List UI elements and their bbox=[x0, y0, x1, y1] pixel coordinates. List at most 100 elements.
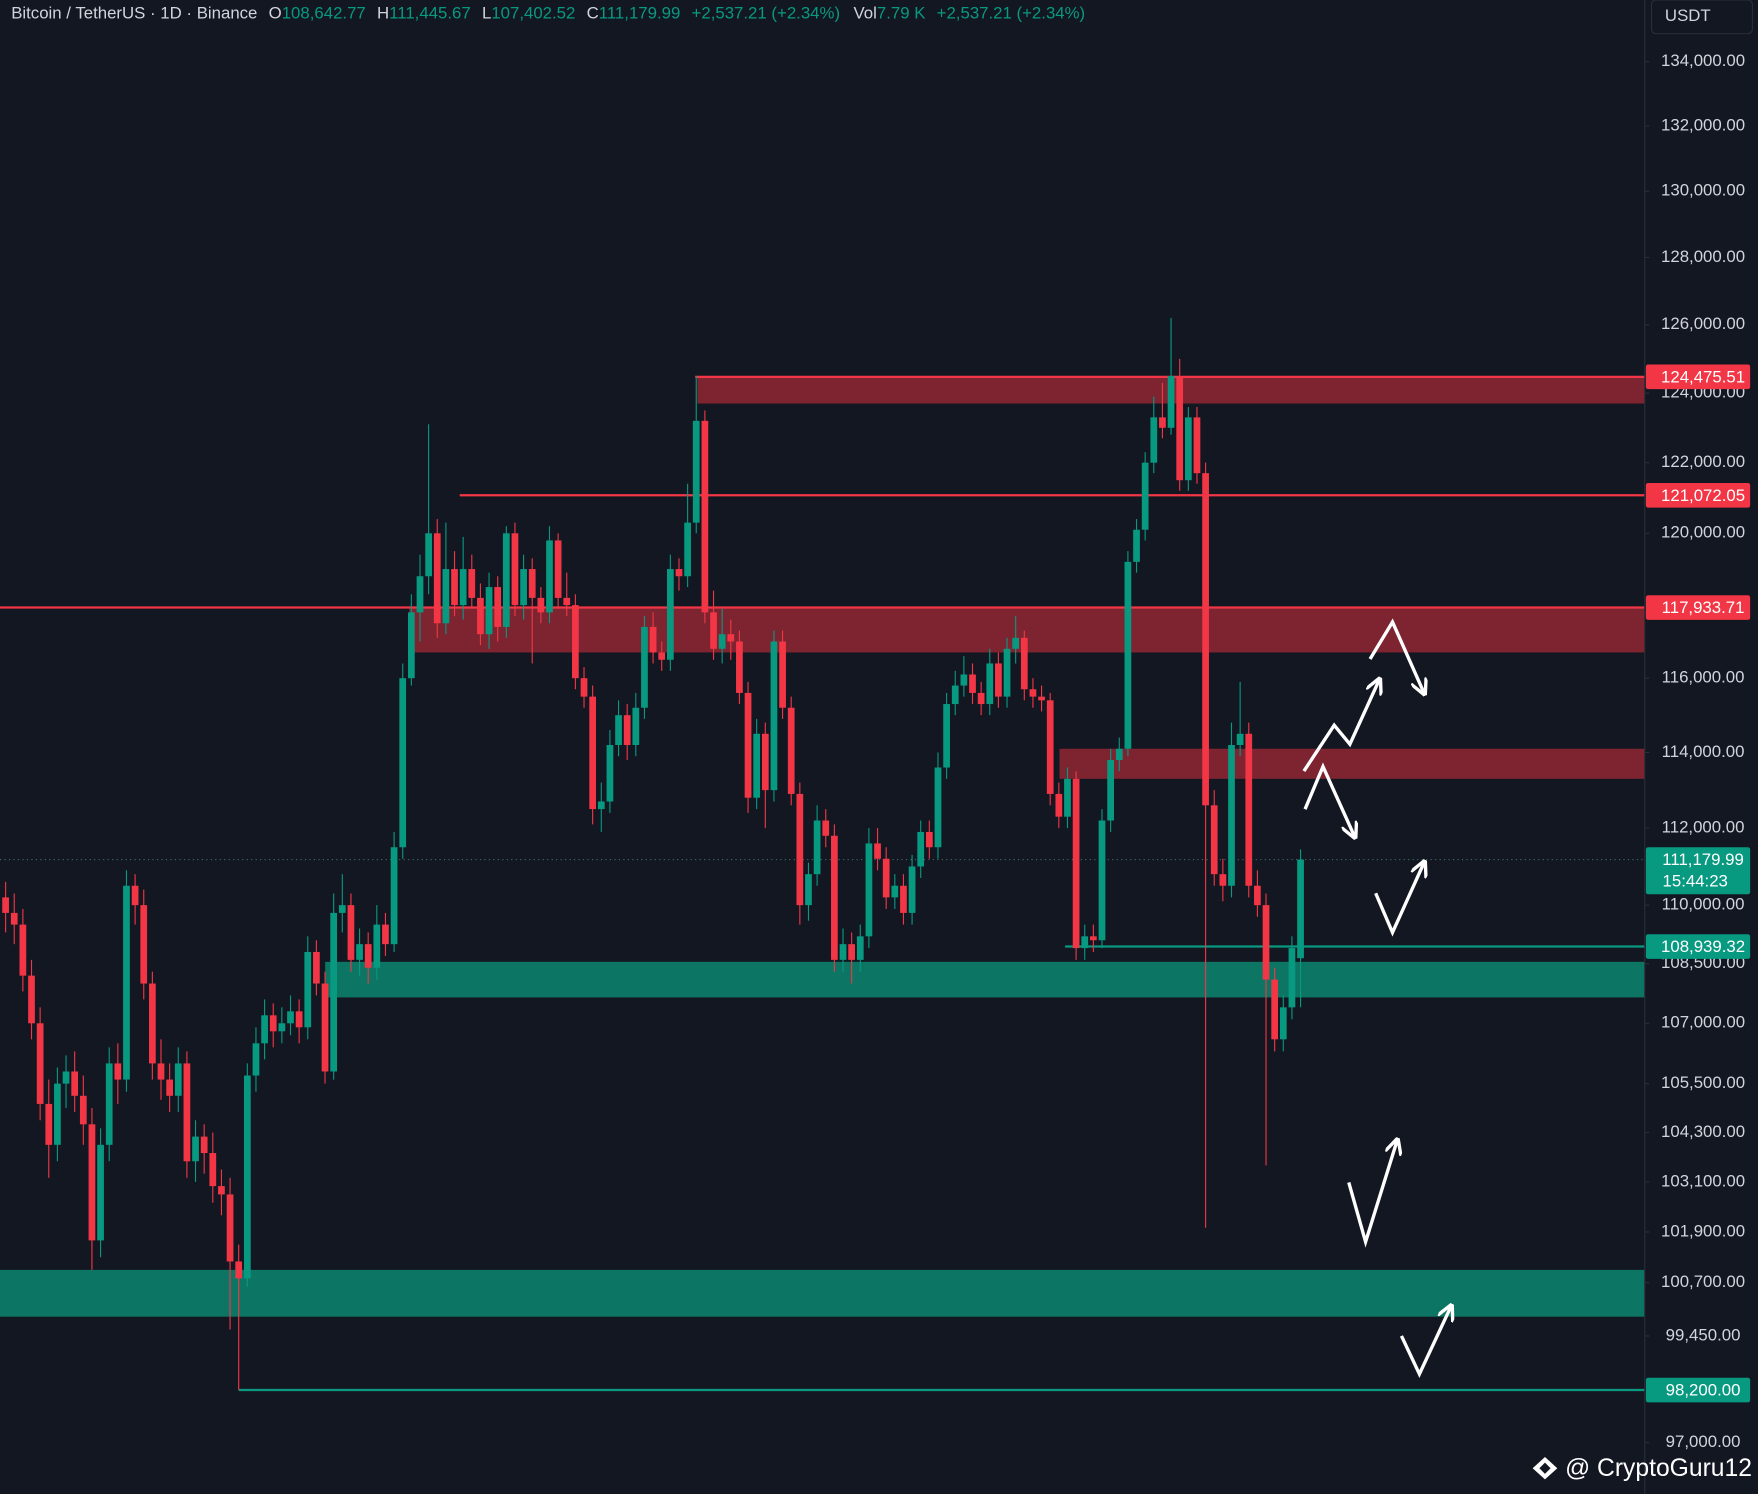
candle-body bbox=[787, 707, 795, 794]
candle-body bbox=[1202, 473, 1209, 806]
zone bbox=[0, 1269, 1645, 1317]
y-tick-label: 126,000.00 bbox=[1661, 314, 1745, 333]
candle-body bbox=[235, 1261, 243, 1279]
candle-body bbox=[399, 678, 407, 848]
candle-body bbox=[995, 663, 1002, 697]
ohlc-key: C bbox=[587, 4, 599, 23]
candle-body bbox=[149, 983, 156, 1064]
candle-body bbox=[1055, 793, 1063, 817]
volume-key: Vol bbox=[854, 4, 877, 23]
zone bbox=[1059, 748, 1645, 779]
candle-body bbox=[658, 652, 666, 660]
candle-body bbox=[1150, 417, 1158, 463]
candles bbox=[2, 318, 1304, 1391]
candle-body bbox=[649, 626, 657, 653]
candle-body bbox=[1159, 417, 1166, 428]
candle-body bbox=[330, 912, 338, 1072]
volume-change: +2,537.21 (+2.34%) bbox=[937, 4, 1086, 23]
candle-body bbox=[641, 626, 648, 708]
ohlc-value: 111,179.99 bbox=[599, 4, 681, 23]
candle-body bbox=[382, 924, 389, 945]
candle-body bbox=[692, 420, 700, 523]
candle-body bbox=[19, 924, 27, 976]
ohlc-value: 108,642.77 bbox=[282, 4, 366, 23]
candle-body bbox=[528, 569, 536, 598]
candle-body bbox=[459, 569, 467, 606]
candle-body bbox=[1167, 375, 1175, 428]
candle-body bbox=[45, 1103, 53, 1145]
currency-box[interactable] bbox=[1650, 0, 1753, 35]
y-tick-label: 100,700.00 bbox=[1661, 1272, 1745, 1291]
level-label: 124,475.51 bbox=[1661, 367, 1745, 386]
candle-body bbox=[779, 641, 786, 708]
candle-body bbox=[416, 576, 424, 613]
change: +2,537.21 (+2.34%) bbox=[692, 4, 841, 23]
candle-body bbox=[114, 1063, 122, 1080]
ohlc-key: O bbox=[269, 4, 282, 23]
level-tag bbox=[1645, 1377, 1751, 1403]
ohlc-value: 107,402.52 bbox=[491, 4, 575, 23]
candle-body bbox=[770, 641, 778, 791]
candle-body bbox=[960, 674, 968, 686]
candle-body bbox=[606, 745, 614, 802]
last-price-label: 111,179.99 bbox=[1662, 850, 1744, 869]
candle-body bbox=[848, 944, 856, 960]
candle-body bbox=[934, 767, 942, 848]
level-tag bbox=[1645, 595, 1751, 620]
candle-body bbox=[10, 912, 18, 925]
candle-body bbox=[278, 1023, 286, 1032]
candle-body bbox=[623, 715, 631, 746]
countdown: 15:44:23 bbox=[1663, 871, 1728, 890]
candle-body bbox=[666, 569, 674, 660]
level-tag bbox=[1645, 364, 1751, 390]
candle-body bbox=[900, 885, 907, 913]
header: Bitcoin / TetherUS · 1D · Binance O108,64… bbox=[11, 4, 1085, 23]
candle-body bbox=[1271, 979, 1279, 1040]
candle-body bbox=[891, 885, 899, 898]
y-tick-label: 128,000.00 bbox=[1661, 247, 1745, 266]
price-tags: 124,475.51 121,072.05 117,933.71 108,939.32… bbox=[1645, 364, 1751, 1403]
candle-body bbox=[1081, 936, 1089, 949]
candle-body bbox=[79, 1095, 87, 1125]
candle-body bbox=[200, 1136, 208, 1154]
candle-body bbox=[1279, 1007, 1287, 1040]
candle-body bbox=[1176, 375, 1184, 481]
candle-body bbox=[822, 820, 830, 836]
candle-body bbox=[1193, 417, 1201, 474]
candle-body bbox=[710, 612, 717, 649]
candle-body bbox=[54, 1083, 61, 1145]
candle-body bbox=[597, 801, 605, 810]
candle-body bbox=[511, 533, 519, 606]
candle-body bbox=[831, 835, 838, 960]
candle-body bbox=[1141, 462, 1149, 530]
candle-body bbox=[805, 874, 812, 906]
candle-body bbox=[2, 897, 9, 913]
y-tick-label: 103,100.00 bbox=[1661, 1171, 1745, 1190]
y-tick-label: 120,000.00 bbox=[1661, 523, 1745, 542]
candle-body bbox=[313, 952, 320, 984]
candle-body bbox=[882, 858, 890, 898]
candle-body bbox=[796, 793, 804, 906]
candle-body bbox=[977, 692, 985, 705]
arrow bbox=[1399, 1307, 1450, 1379]
candle-body bbox=[1228, 745, 1235, 886]
candle-body bbox=[88, 1124, 96, 1241]
arrow bbox=[1303, 762, 1354, 836]
candle-body bbox=[157, 1063, 165, 1080]
candle-body bbox=[563, 597, 571, 606]
level-label: 117,933.71 bbox=[1662, 598, 1745, 617]
candle-body bbox=[554, 540, 562, 598]
candle-body bbox=[874, 843, 881, 859]
candle-body bbox=[1184, 417, 1192, 481]
level-tag bbox=[1645, 934, 1751, 959]
candle-body bbox=[580, 678, 588, 697]
candle-body bbox=[632, 707, 640, 746]
candle-body bbox=[1133, 529, 1140, 562]
candle-body bbox=[433, 533, 441, 624]
candle-body bbox=[908, 866, 916, 913]
candle-body bbox=[425, 533, 432, 577]
candle-body bbox=[356, 944, 363, 960]
candle-body bbox=[744, 692, 752, 798]
candle-body bbox=[1297, 859, 1304, 959]
